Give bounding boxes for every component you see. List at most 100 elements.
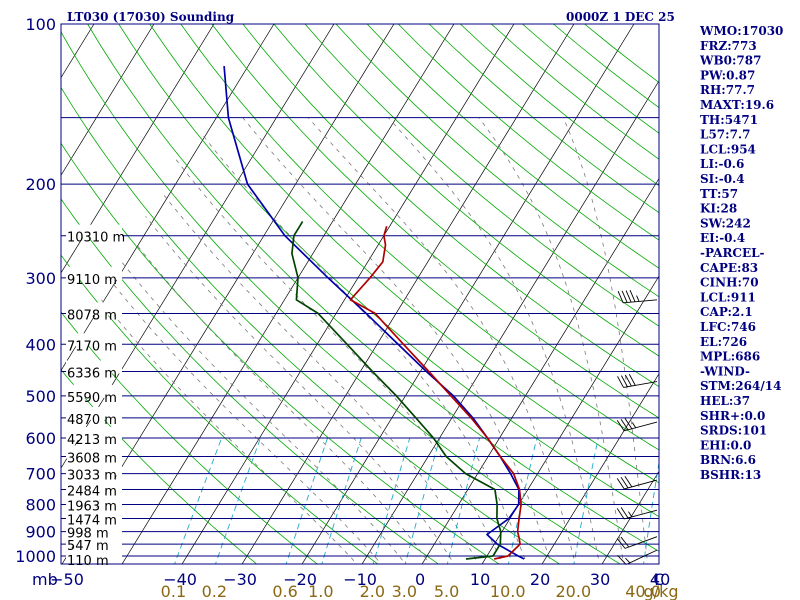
station-title: LT030 (17030) Sounding — [67, 10, 235, 24]
isotherm-line — [481, 275, 659, 564]
index-entry: MAXT:19.6 — [700, 98, 774, 112]
index-entry: L57:7.7 — [700, 128, 750, 142]
mixing-ratio-label: 20.0 — [556, 582, 592, 600]
mixing-ratio-line — [507, 437, 538, 564]
dry-adiabat-line — [118, 24, 659, 518]
temperature-tick-label: 40 — [650, 570, 670, 589]
height-label: 6336 m — [67, 367, 117, 382]
index-entry: LCL:911 — [700, 290, 756, 304]
wind-barb — [616, 476, 658, 490]
mixing-ratio-label: 2.0 — [360, 582, 385, 600]
moist-adiabat-line — [101, 299, 358, 564]
index-entry: SRDS:101 — [700, 424, 767, 438]
isotherm-line — [61, 24, 155, 176]
dry-adiabat-line — [87, 24, 659, 552]
pressure-tick-label: 500 — [25, 387, 56, 406]
moist-adiabat-line — [121, 261, 406, 564]
index-entry: MPL:686 — [700, 350, 760, 364]
isotherm-line — [601, 470, 659, 564]
height-label: 9110 m — [67, 273, 117, 288]
dry-adiabat-line — [273, 24, 659, 357]
dry-adiabat-line — [149, 24, 659, 484]
sounding-time: 0000Z 1 DEC 25 — [566, 10, 675, 24]
dry-adiabat-line — [180, 24, 659, 451]
height-label: 4213 m — [67, 433, 117, 448]
temperature-tick-label: 20 — [530, 570, 550, 589]
indices-panel: WMO:17030FRZ:773WB0:787PW:0.87RH:77.7MAX… — [699, 24, 783, 482]
moist-adiabat-line — [145, 216, 455, 564]
pressure-tick-label: 200 — [25, 175, 56, 194]
index-entry: BRN:6.6 — [700, 453, 756, 467]
moist-adiabat-line — [107, 277, 382, 564]
wind-barb — [616, 417, 658, 432]
pressure-tick-label: 800 — [25, 495, 56, 514]
temperature-trace — [349, 226, 522, 560]
index-entry: CAP:2.1 — [700, 305, 753, 319]
dewpoint-trace — [291, 220, 502, 560]
dry-adiabat-line — [61, 142, 500, 564]
dry-adiabat-line — [61, 254, 379, 564]
index-entry: TH:5471 — [700, 113, 758, 127]
pressure-unit-label: mb — [32, 570, 58, 589]
pressure-tick-label: 1000 — [15, 547, 56, 566]
height-label: 10310 m — [67, 231, 125, 246]
pressure-tick-label: 600 — [25, 429, 56, 448]
height-label: 4870 m — [67, 413, 117, 428]
pressure-tick-label: 900 — [25, 523, 56, 542]
index-entry: EL:726 — [700, 335, 747, 349]
mixing-ratio-line — [404, 437, 441, 564]
index-entry: CINH:70 — [700, 276, 759, 290]
pressure-tick-label: 100 — [25, 15, 56, 34]
dry-adiabat-line — [61, 311, 318, 564]
temperature-tick-label: −30 — [223, 570, 257, 589]
plot-frame — [60, 23, 660, 565]
index-entry: HEL:37 — [700, 394, 750, 408]
temperature-tick-label: 0 — [415, 570, 425, 589]
index-entry: -PARCEL- — [700, 246, 765, 260]
dry-adiabat-line — [211, 24, 659, 419]
isotherm-line — [61, 24, 395, 564]
index-entry: RH:77.7 — [700, 83, 755, 97]
dry-adiabat-line — [242, 24, 659, 388]
wind-barb — [616, 536, 658, 549]
dry-adiabat-line — [61, 31, 621, 564]
height-label: 5590 m — [67, 391, 117, 406]
index-entry: BSHR:13 — [700, 468, 761, 482]
index-entry: LCL:954 — [700, 142, 756, 156]
mixing-ratio-label: 3.0 — [392, 582, 417, 600]
mixing-ratio-unit-label: g/kg — [644, 582, 679, 600]
mixing-ratio-label: 0.1 — [161, 582, 186, 600]
height-label: 547 m — [67, 539, 109, 554]
height-label: 110 m — [67, 554, 109, 569]
index-entry: TT:57 — [700, 187, 738, 201]
index-entry: STM:264/14 — [700, 379, 781, 393]
index-entry: FRZ:773 — [700, 39, 757, 53]
index-entry: SW:242 — [700, 216, 751, 230]
index-entry: KI:28 — [700, 202, 737, 216]
mixing-ratio-label: 40.0 — [625, 582, 661, 600]
moist-adiabat-line — [163, 195, 479, 564]
mixing-ratio-label: 10.0 — [490, 582, 526, 600]
temperature-tick-label: 30 — [590, 570, 610, 589]
index-entry: EHI:0.0 — [700, 438, 751, 452]
index-entry: LI:-0.6 — [700, 157, 744, 171]
isotherm-line — [121, 24, 455, 564]
temperature-tick-label: −20 — [283, 570, 317, 589]
index-entry: SI:-0.4 — [700, 172, 745, 186]
temperature-edge-label: −50 — [50, 570, 84, 589]
dry-adiabat-line — [61, 198, 440, 564]
wind-barb — [617, 374, 658, 388]
temperature-tick-label: 10 — [470, 570, 490, 589]
dry-adiabat-line — [335, 24, 659, 298]
height-label: 8078 m — [67, 308, 117, 323]
isotherm-line — [421, 177, 659, 564]
index-entry: -WIND- — [700, 364, 750, 378]
dry-adiabat-line — [304, 24, 659, 327]
height-label: 998 m — [67, 527, 109, 542]
height-label: 3033 m — [67, 469, 117, 484]
pressure-tick-label: 700 — [25, 465, 56, 484]
mixing-ratio-label: 1.0 — [308, 582, 333, 600]
dry-adiabat-line — [61, 86, 561, 564]
moist-adiabat-line — [136, 244, 431, 564]
